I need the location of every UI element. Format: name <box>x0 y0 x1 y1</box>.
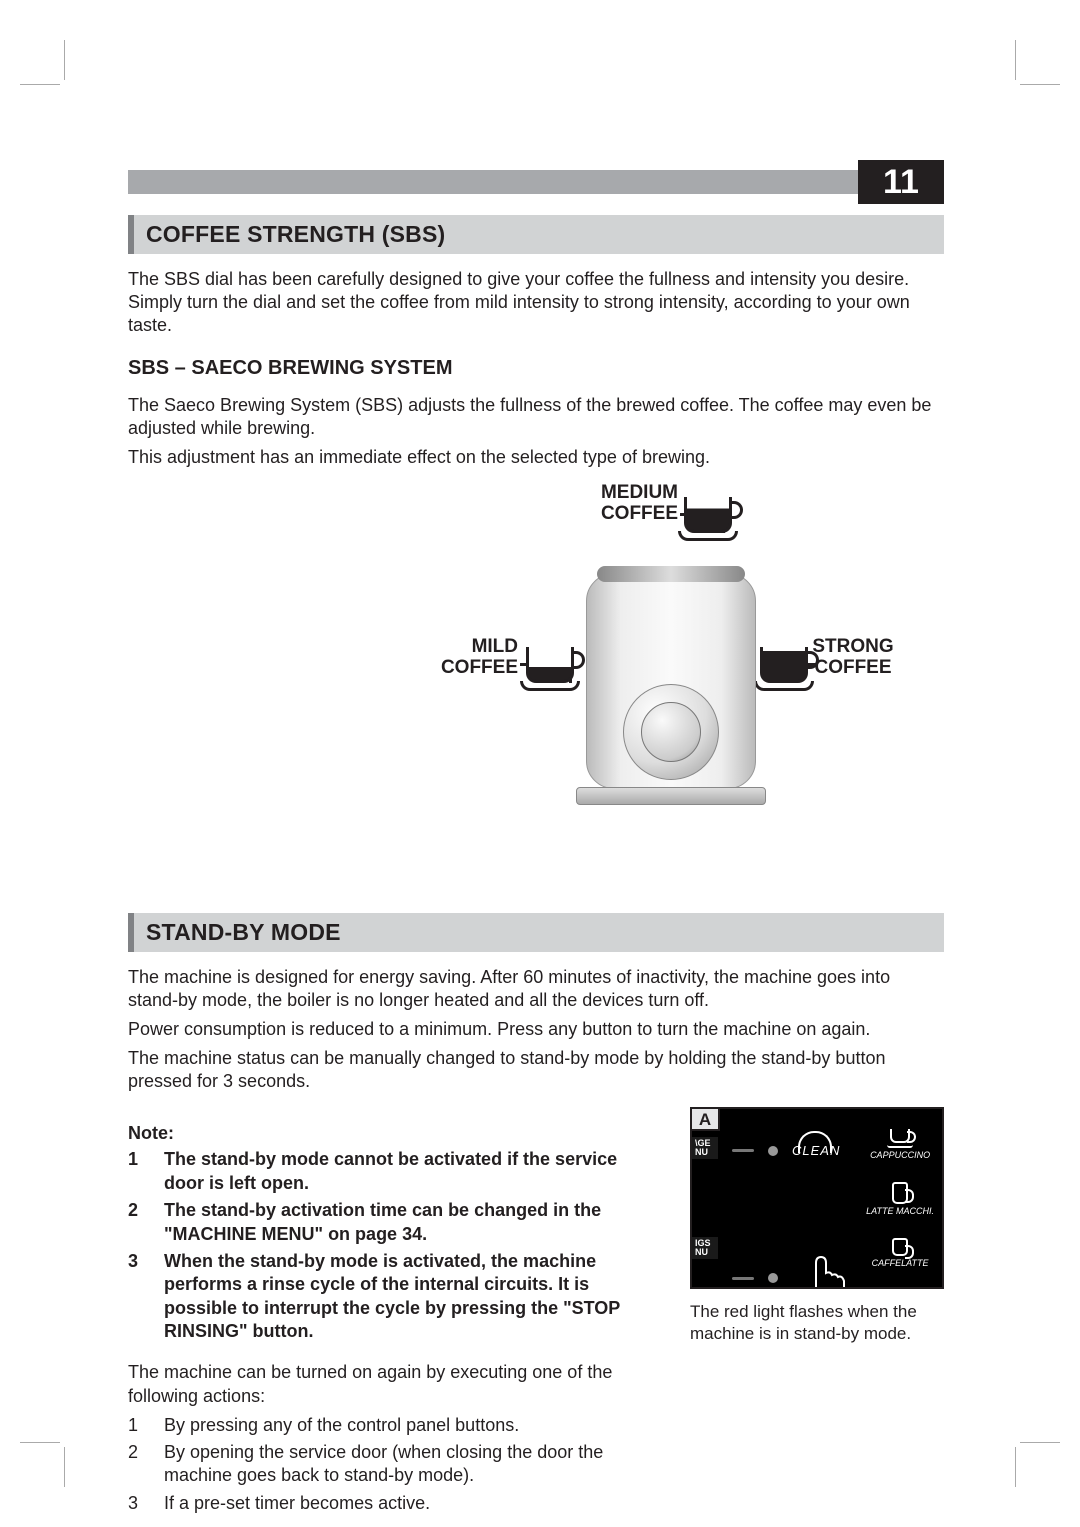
page-number: 11 <box>858 160 944 204</box>
note-text: The stand-by mode cannot be activated if… <box>164 1149 617 1192</box>
label-mild: MILD COFFEE <box>438 637 518 679</box>
standby-p2: Power consumption is reduced to a minimu… <box>128 1018 944 1041</box>
sbs-intro: The SBS dial has been carefully designed… <box>128 268 944 337</box>
cup-mild-icon <box>526 647 580 691</box>
resume-item: 3If a pre-set timer becomes active. <box>164 1492 660 1515</box>
resume-text: By pressing any of the control panel but… <box>164 1415 519 1435</box>
panel-tab: A <box>690 1107 720 1131</box>
panel-row-bot <box>732 1243 852 1289</box>
sbs-diagram: MEDIUM COFFEE MILD COFFEE STRONG COFFEE <box>128 483 944 853</box>
label-strong-l1: STRONG <box>812 636 893 657</box>
label-medium: MEDIUM COFFEE <box>588 483 678 525</box>
sbs-desc1: The Saeco Brewing System (SBS) adjusts t… <box>128 394 944 440</box>
note-item: 2The stand-by activation time can be cha… <box>164 1199 660 1246</box>
section-heading-sbs: COFFEE STRENGTH (SBS) <box>128 215 944 254</box>
page-content: COFFEE STRENGTH (SBS) The SBS dial has b… <box>128 215 944 1519</box>
panel-side-top: \GENU <box>692 1137 718 1159</box>
label-mild-l2: COFFEE <box>441 657 518 678</box>
caffelatte-icon: CAFFELATTE <box>872 1238 929 1268</box>
standby-p3: The machine status can be manually chang… <box>128 1047 944 1093</box>
panel-caption: The red light flashes when the machine i… <box>690 1301 944 1345</box>
resume-item: 1By pressing any of the control panel bu… <box>164 1414 660 1437</box>
label-strong: STRONG COFFEE <box>808 637 898 679</box>
panel-row-top: CLEAN <box>732 1143 846 1158</box>
cappuccino-icon: CAPPUCCINO <box>870 1129 930 1160</box>
note-item: 1The stand-by mode cannot be activated i… <box>164 1148 660 1195</box>
clean-button-icon: CLEAN <box>792 1143 846 1158</box>
label-medium-l2: COFFEE <box>601 503 678 524</box>
label-medium-l1: MEDIUM <box>601 482 678 503</box>
panel-side-bot: IGSNU <box>692 1237 718 1259</box>
resume-text: By opening the service door (when closin… <box>164 1442 603 1485</box>
hand-press-icon <box>792 1243 852 1289</box>
standby-right-column: A \GENU IGSNU CLEAN <box>690 1107 944 1345</box>
latte-macchiato-icon: LATTE MACCHI. <box>866 1182 934 1216</box>
resume-intro: The machine can be turned on again by ex… <box>128 1361 660 1407</box>
note-label: Note: <box>128 1123 660 1144</box>
section-heading-standby: STAND-BY MODE <box>128 913 944 952</box>
sbs-desc2: This adjustment has an immediate effect … <box>128 446 944 469</box>
resume-text: If a pre-set timer becomes active. <box>164 1493 430 1513</box>
label-strong-l2: COFFEE <box>814 657 891 678</box>
note-text: The stand-by activation time can be chan… <box>164 1200 601 1243</box>
note-item: 3When the stand-by mode is activated, th… <box>164 1250 660 1344</box>
label-mild-l1: MILD <box>472 636 518 657</box>
resume-list: 1By pressing any of the control panel bu… <box>128 1414 660 1516</box>
resume-item: 2By opening the service door (when closi… <box>164 1441 660 1488</box>
header-band: 11 <box>128 170 944 194</box>
standby-p1: The machine is designed for energy savin… <box>128 966 944 1012</box>
cup-medium-icon <box>684 497 738 541</box>
control-panel-illustration: A \GENU IGSNU CLEAN <box>690 1107 944 1289</box>
note-text: When the stand-by mode is activated, the… <box>164 1251 620 1341</box>
sbs-subheading: SBS – SAECO BREWING SYSTEM <box>128 357 944 380</box>
panel-right-icons: CAPPUCCINO LATTE MACCHI. CAFFELATTE <box>866 1129 934 1268</box>
note-list: 1The stand-by mode cannot be activated i… <box>128 1148 660 1343</box>
standby-left-column: Note: 1The stand-by mode cannot be activ… <box>128 1107 660 1519</box>
sbs-device-illustration <box>586 573 756 803</box>
cup-strong-icon <box>760 647 814 691</box>
